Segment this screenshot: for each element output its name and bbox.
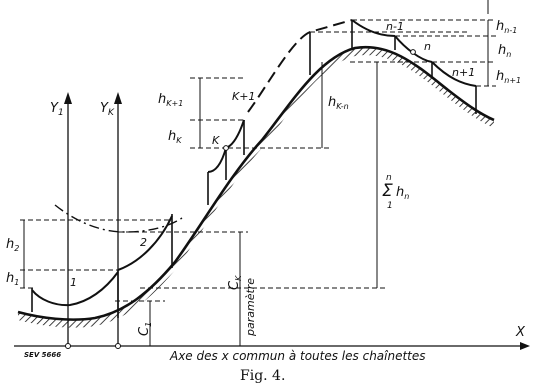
sum-bot: 1 — [387, 201, 393, 211]
label-hk1: hK+1 — [158, 92, 183, 108]
segment-label-n1: n+1 — [452, 66, 475, 79]
segment-label-k: K — [212, 134, 220, 147]
segment-label-n-1: n-1 — [386, 20, 404, 33]
chain-segment-1 — [31, 271, 119, 307]
x-axis-arrow — [520, 342, 530, 350]
yk-origin — [115, 343, 121, 349]
dimension-lines — [23, 0, 489, 346]
segment-label-1: 1 — [70, 276, 77, 289]
label-h2: h2 — [6, 237, 19, 253]
sev-number: SEV 5666 — [24, 351, 61, 359]
catenary-dashed — [247, 19, 353, 113]
segment-label-k1: K+1 — [232, 90, 255, 103]
yk-axis-label: YK — [100, 101, 115, 118]
label-h1: h1 — [6, 271, 19, 287]
reference-levels — [20, 19, 496, 302]
segment-label-n: n — [424, 40, 431, 53]
label-parametre: paramètre — [244, 278, 257, 337]
sum-top: n — [386, 173, 392, 183]
label-hn1: hn+1 — [496, 69, 521, 85]
y1-axis-label: Y1 — [50, 101, 64, 118]
label-hn: hn — [498, 43, 511, 59]
chain-segment-n1 — [431, 61, 477, 87]
y1-axis-arrow — [64, 92, 72, 104]
point-n — [410, 49, 416, 55]
axis-title: Axe des x commun à toutes les chaînettes — [169, 349, 426, 363]
figure-caption: Fig. 4. — [240, 368, 285, 384]
label-hk: hK — [168, 129, 182, 145]
label-c1: C1 — [137, 322, 153, 336]
label-ck: CK — [227, 275, 243, 290]
chain-segment-k — [207, 147, 227, 173]
support-posts — [31, 20, 477, 318]
terrain-profile — [17, 45, 495, 321]
segment-label-2: 2 — [140, 236, 147, 249]
chain-segment-top — [351, 19, 396, 37]
chain-segment-k1 — [225, 119, 245, 149]
point-k — [223, 145, 229, 151]
chain-segment-2 — [117, 215, 173, 271]
x-axis-label: X — [515, 325, 526, 340]
label-hn-1: hn-1 — [496, 19, 517, 35]
sum-sigma: Σ — [382, 181, 393, 201]
label-hkn: hK-n — [328, 95, 349, 111]
y1-origin — [65, 343, 71, 349]
sum-h: hn — [396, 185, 409, 201]
yk-axis-arrow — [114, 92, 122, 104]
